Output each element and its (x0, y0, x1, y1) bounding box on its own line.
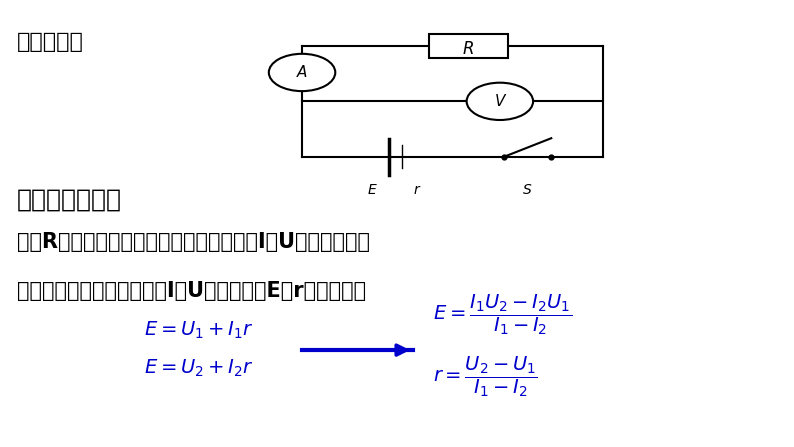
Circle shape (269, 54, 335, 91)
Text: $E = \dfrac{I_1U_2 - I_2U_1}{I_1 - I_2}$: $E = \dfrac{I_1U_2 - I_2U_1}{I_1 - I_2}$ (433, 292, 572, 337)
Text: R: R (462, 40, 474, 59)
Text: 方法一：公式法: 方法一：公式法 (17, 188, 122, 212)
Text: r: r (414, 183, 420, 197)
Text: A: A (297, 65, 307, 80)
Text: $E = U_2 + I_2r$: $E = U_2 + I_2r$ (144, 357, 253, 379)
Text: 程组联立求解，多测量几次I、U的值，算出E、r取平均值。: 程组联立求解，多测量几次I、U的值，算出E、r取平均值。 (17, 281, 366, 301)
Text: $r = \dfrac{U_2 - U_1}{I_1 - I_2}$: $r = \dfrac{U_2 - U_1}{I_1 - I_2}$ (433, 354, 538, 399)
Text: 改变R的值，从电流表和电压表中读取两组I、U的值，代入方: 改变R的值，从电流表和电压表中读取两组I、U的值，代入方 (17, 232, 370, 253)
Text: V: V (495, 94, 505, 109)
Text: $E = U_1 + I_1r$: $E = U_1 + I_1r$ (144, 320, 253, 341)
Text: E: E (368, 183, 376, 197)
Circle shape (467, 83, 533, 120)
Text: S: S (523, 183, 532, 197)
FancyBboxPatch shape (429, 34, 508, 58)
Text: 实验原理：: 实验原理： (17, 33, 84, 52)
